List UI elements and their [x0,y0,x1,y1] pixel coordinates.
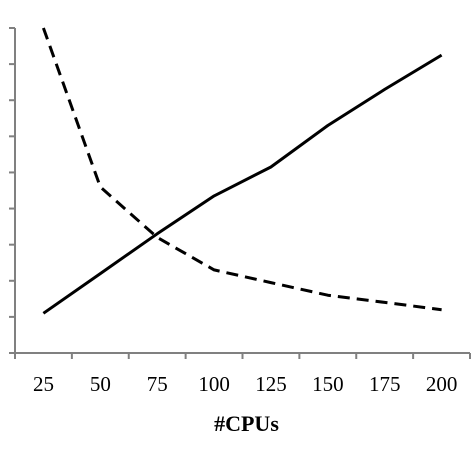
x-tick-label: 175 [369,372,401,396]
x-axis-title: #CPUs [214,411,279,436]
x-tick-label: 50 [90,372,111,396]
x-tick-label: 75 [147,372,168,396]
y-axis [9,27,16,354]
series-layer [41,27,443,315]
x-tick-label: 125 [255,372,287,396]
x-tick-label: 100 [198,372,230,396]
x-axis [14,352,471,359]
x-tick-labels: 25 50 75 100 125 150 175 200 [33,372,457,396]
x-tick-label: 25 [33,372,54,396]
series-line-dashed [41,27,442,312]
x-tick-label: 200 [426,372,458,396]
series-line-solid [42,53,443,315]
x-tick-label: 150 [312,372,344,396]
